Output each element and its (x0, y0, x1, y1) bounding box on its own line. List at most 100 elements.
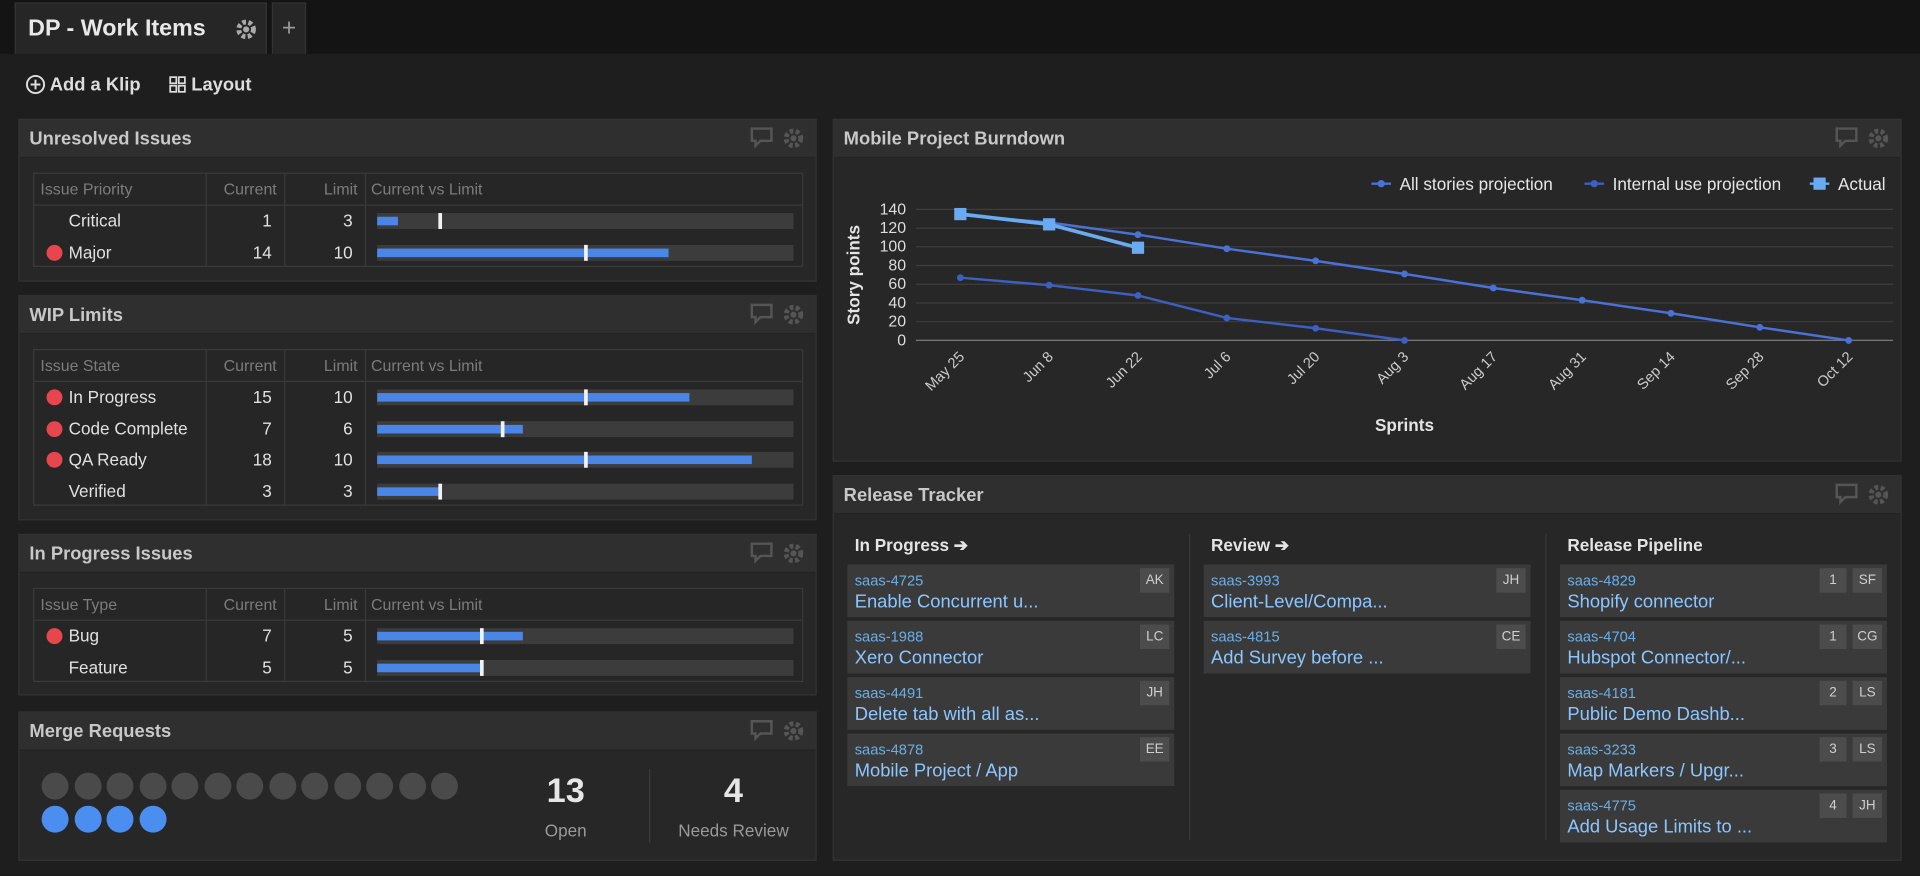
table: Issue Priority Current Limit Current vs Lim… (33, 172, 804, 267)
panel-icons[interactable] (749, 301, 805, 328)
card-id[interactable]: saas-4181 (1567, 684, 1636, 702)
panel-title: Release Tracker (843, 484, 984, 506)
comment-icon (1835, 127, 1858, 149)
card[interactable]: saas-4815 Add Survey before ... CE (1203, 620, 1531, 674)
card-id[interactable]: saas-4775 (1567, 797, 1636, 815)
panel-icons[interactable] (1834, 481, 1890, 508)
current-bar (377, 663, 482, 672)
divider (648, 768, 651, 843)
column-title: Review ➔ (1211, 535, 1290, 555)
card[interactable]: saas-4878 Mobile Project / App EE (847, 733, 1175, 787)
card[interactable]: saas-4704 Hubspot Connector/... CG 1 (1560, 620, 1887, 674)
card[interactable]: saas-4829 Shopify connector SF 1 (1560, 564, 1887, 618)
panel-icons[interactable] (749, 125, 805, 152)
column-header: Current (223, 180, 277, 199)
row-label: QA Ready (68, 449, 147, 469)
card-title[interactable]: Xero Connector (854, 647, 984, 669)
settings-icon-center (1875, 491, 1882, 498)
alert-dot (46, 244, 63, 261)
card-title[interactable]: Client-Level/Compa... (1211, 591, 1388, 613)
alert-dot (46, 389, 63, 406)
panel-title: In Progress Issues (29, 543, 193, 565)
add-tab-button[interactable]: + (271, 2, 307, 54)
x-tick-label: Sep 14 (1634, 349, 1678, 393)
card-title[interactable]: Add Survey before ... (1211, 647, 1384, 669)
card-title[interactable]: Enable Concurrent u... (854, 591, 1039, 613)
panel-icons[interactable] (1834, 125, 1890, 152)
point (1489, 284, 1497, 292)
panel-header: Unresolved Issues (19, 120, 816, 158)
card-title[interactable]: Mobile Project / App (854, 760, 1019, 782)
add-klip-button[interactable]: Add a Klip (25, 74, 141, 96)
card-id[interactable]: saas-3993 (1211, 571, 1280, 589)
settings-icon-center (790, 311, 797, 318)
row-label: In Progress (68, 386, 157, 407)
card-id[interactable]: saas-4878 (854, 740, 924, 758)
card-id[interactable]: saas-1988 (854, 628, 924, 646)
card-title[interactable]: Add Usage Limits to ... (1567, 816, 1753, 838)
panel-icons[interactable] (749, 540, 805, 567)
card[interactable]: saas-4725 Enable Concurrent u... AK (847, 564, 1175, 618)
card[interactable]: saas-3233 Map Markers / Upgr... LS 3 (1560, 733, 1887, 787)
count-badge: 1 (1819, 624, 1847, 649)
column-header: Current vs Limit (371, 356, 483, 375)
card-title[interactable]: Map Markers / Upgr... (1567, 760, 1744, 782)
x-tick-label: Sep 28 (1723, 349, 1767, 393)
current-bar (377, 486, 440, 496)
column-divider (284, 350, 286, 505)
count-badge: 1 (1819, 568, 1847, 593)
point (1756, 323, 1764, 331)
panel-header: Release Tracker (833, 476, 1901, 515)
open-dot (41, 772, 69, 800)
point (1043, 218, 1056, 231)
panel-icons[interactable] (749, 718, 805, 745)
x-tick-label: May 25 (923, 349, 968, 394)
comment-icon (750, 720, 773, 742)
card[interactable]: saas-3993 Client-Level/Compa... JH (1203, 564, 1531, 618)
card-id[interactable]: saas-4815 (1211, 628, 1280, 646)
add-klip-label[interactable]: Add a Klip (49, 74, 141, 96)
x-tick-label: Jun 8 (1020, 349, 1057, 386)
card[interactable]: saas-1988 Xero Connector LC (847, 620, 1175, 674)
settings-icon (783, 128, 804, 149)
layout-label[interactable]: Layout (191, 74, 252, 96)
point (1401, 270, 1408, 278)
count-badge: 3 (1819, 737, 1847, 762)
card[interactable]: saas-4181 Public Demo Dashb... LS 2 (1560, 677, 1887, 730)
card-title[interactable]: Delete tab with all as... (854, 704, 1040, 725)
column-header: Limit (323, 356, 358, 375)
y-tick-label: 100 (880, 239, 907, 256)
legend-label: All stories projection (1400, 174, 1553, 194)
column-divider (1188, 533, 1191, 841)
tab-title[interactable]: DP - Work Items (28, 15, 206, 42)
card[interactable]: saas-4775 Add Usage Limits to ... JH 4 (1560, 789, 1887, 843)
tab[interactable]: DP - Work Items (14, 2, 267, 54)
tab-settings-icon[interactable] (234, 17, 258, 41)
card-id[interactable]: saas-4725 (854, 571, 924, 589)
card-id[interactable]: saas-4491 (854, 684, 924, 702)
owner-badge: JH (1852, 793, 1883, 818)
open-dot (398, 772, 426, 800)
point (1401, 336, 1408, 344)
layout-button[interactable]: Layout (169, 75, 251, 96)
limit-marker (584, 451, 588, 468)
card-id[interactable]: saas-4704 (1567, 628, 1636, 646)
panel: WIP Limits Issue State Current Limit Current… (18, 295, 817, 521)
table: Issue Type Current Limit Current vs Limit Bu… (33, 587, 804, 683)
card-title[interactable]: Hubspot Connector/... (1567, 647, 1747, 669)
column-divider (364, 350, 367, 505)
card-id[interactable]: saas-3233 (1567, 740, 1636, 758)
card-title[interactable]: Public Demo Dashb... (1567, 704, 1745, 725)
card-id[interactable]: saas-4829 (1567, 571, 1636, 589)
card[interactable]: saas-4491 Delete tab with all as... JH (847, 677, 1175, 730)
card-title[interactable]: Shopify connector (1567, 591, 1715, 613)
bar-track (377, 483, 794, 499)
open-label: Open (544, 820, 587, 841)
point (1578, 296, 1586, 304)
column-header: Issue Type (40, 595, 118, 614)
current-value: 14 (252, 241, 272, 262)
panel: Unresolved Issues Issue Priority Current Li… (18, 118, 817, 282)
column-divider (205, 588, 207, 681)
